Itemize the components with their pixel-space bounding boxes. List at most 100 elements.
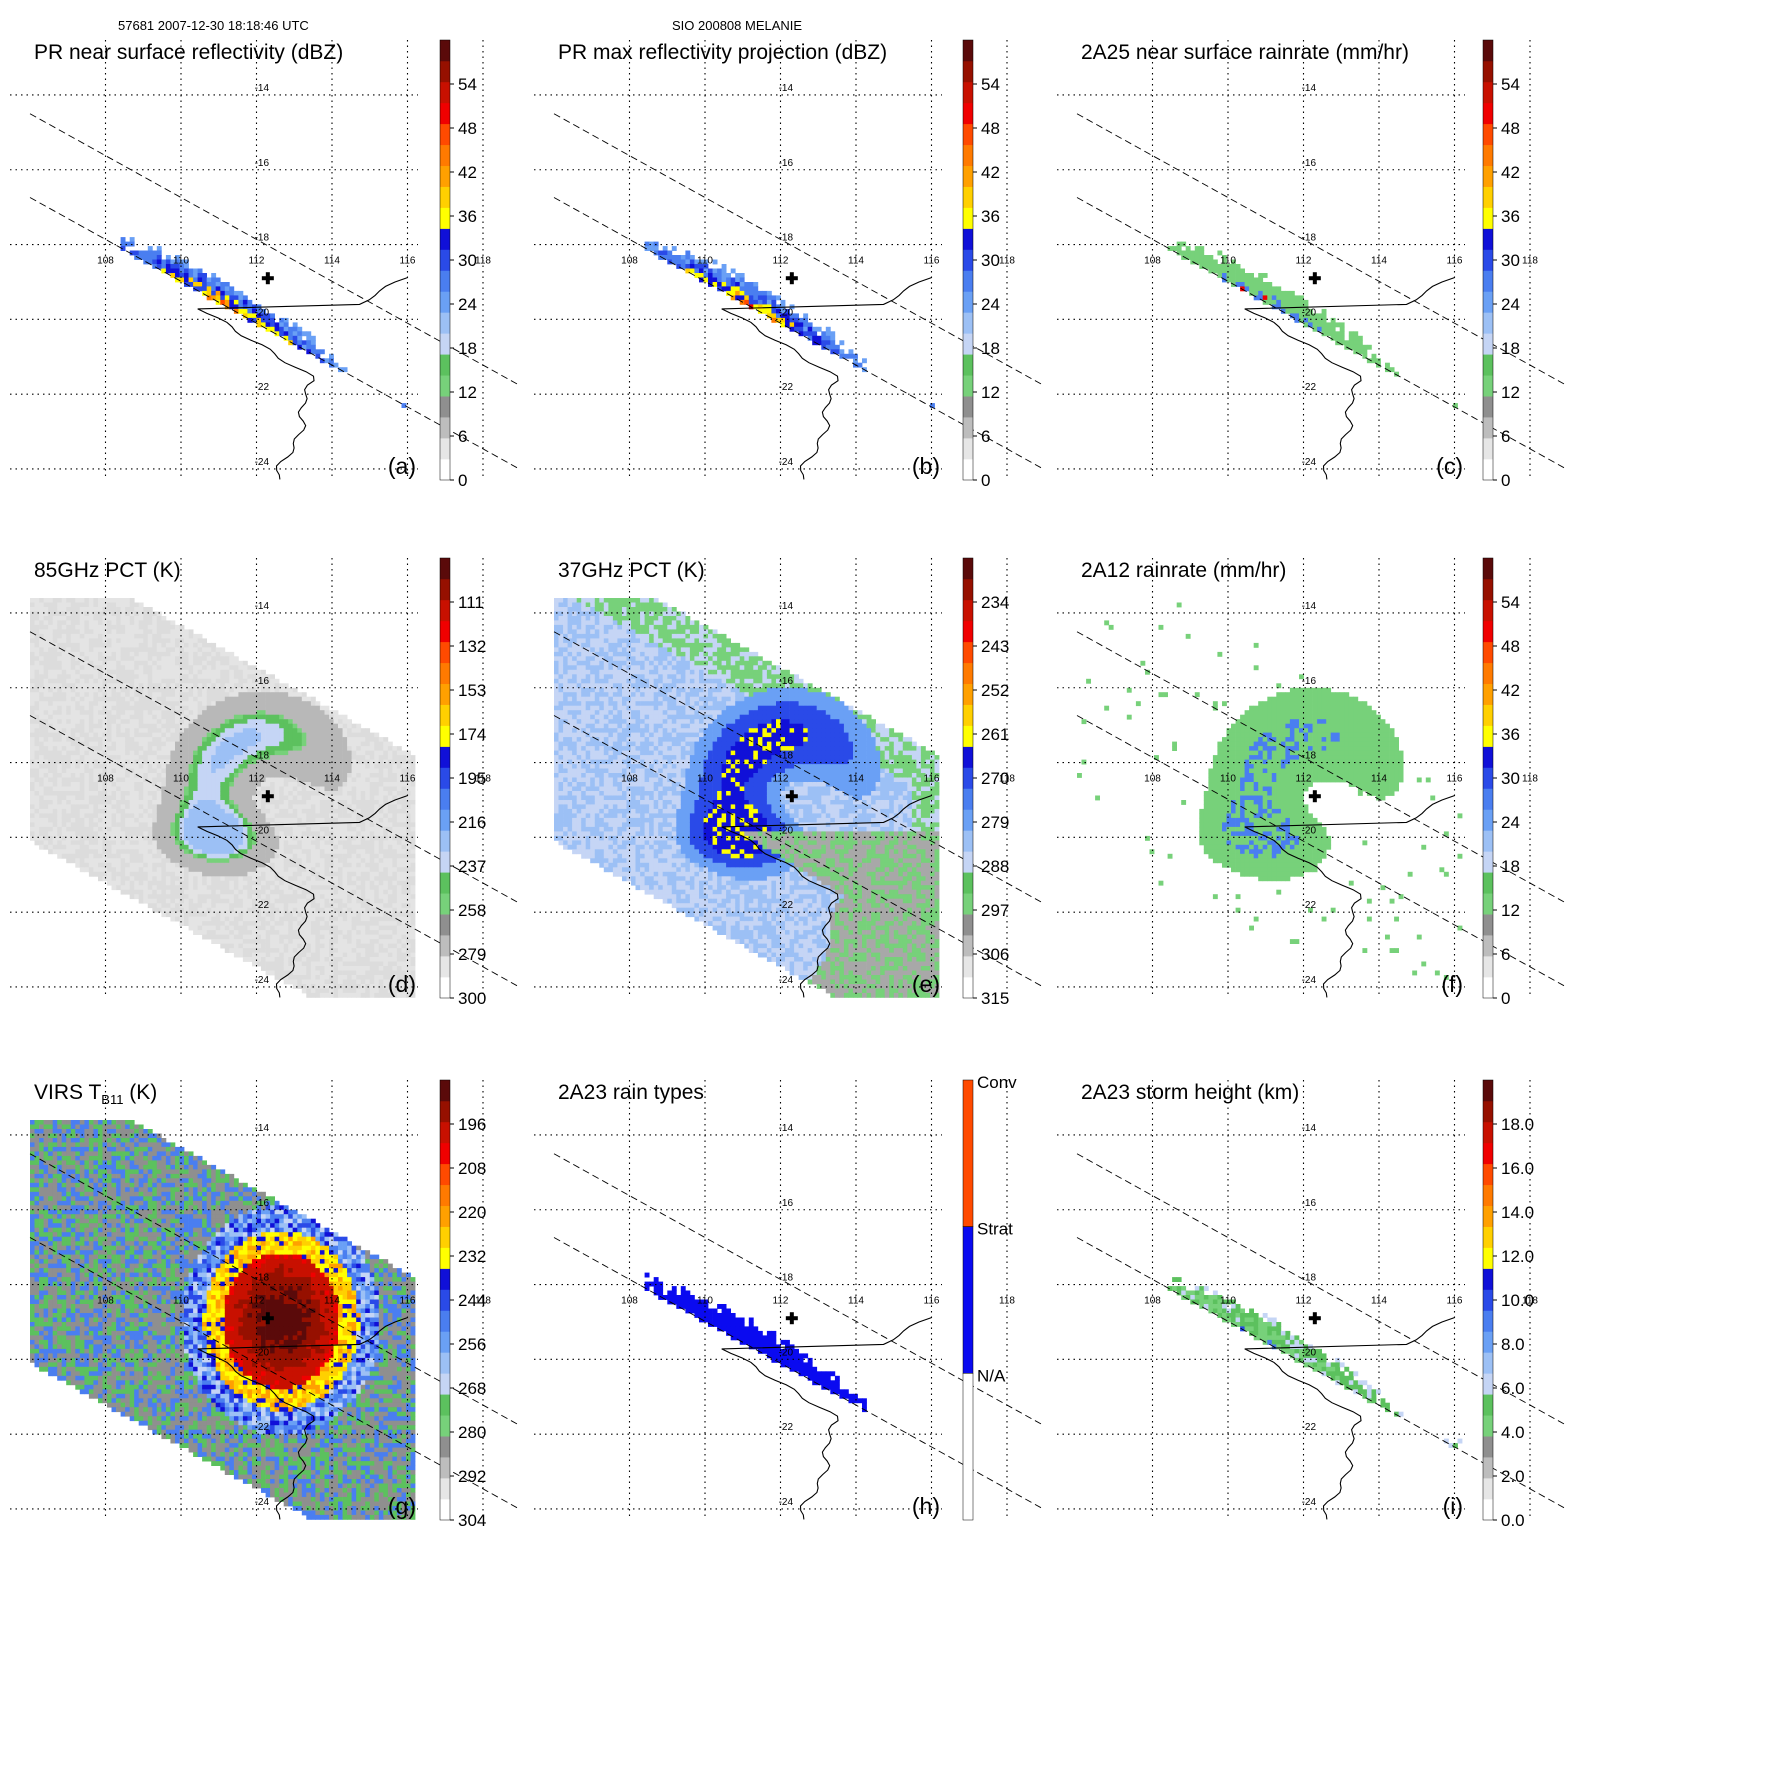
colorbar-segment — [1483, 1352, 1493, 1374]
colorbar-tick-label: 2.0 — [1501, 1467, 1525, 1486]
lon-tick-label: 118 — [999, 1295, 1015, 1306]
colorbar-tick-label: 304 — [458, 1511, 486, 1530]
colorbar-segment — [440, 956, 450, 978]
lon-tick-label: 114 — [1371, 773, 1387, 784]
colorbar-segment — [963, 228, 973, 250]
lat-tick-label: -24 — [1302, 1497, 1317, 1508]
colorbar-segment — [1483, 1499, 1493, 1521]
colorbar-segment — [963, 893, 973, 915]
colorbar-segment — [1483, 249, 1493, 271]
lat-tick-label: -18 — [255, 751, 270, 762]
orbit-time-label: 57681 2007-12-30 18:18:46 UTC — [118, 18, 309, 33]
colorbar-tick-label: 220 — [458, 1203, 486, 1222]
lat-tick-label: -22 — [779, 1422, 794, 1433]
colorbar-tick-label: 42 — [458, 163, 477, 182]
storm-center-marker — [261, 272, 274, 285]
coastline — [197, 1316, 408, 1520]
lon-tick-label: 116 — [1447, 773, 1463, 784]
colorbar-tick-label: 18 — [458, 339, 477, 358]
lon-tick-label: 116 — [924, 773, 940, 784]
colorbar-tick-label: 12 — [1501, 901, 1520, 920]
lon-tick-label: 114 — [324, 1295, 340, 1306]
lon-tick-label: 114 — [848, 1295, 864, 1306]
colorbar-f: 54 48 42 36 30 24 18 12 6 0 — [1482, 557, 1520, 1008]
colorbar-segment — [963, 662, 973, 685]
colorbar-tick-label: 252 — [981, 681, 1009, 700]
colorbar-tick-label: 6 — [981, 427, 990, 446]
colorbar-segment — [1483, 641, 1493, 664]
colorbar-segment — [440, 935, 450, 957]
colorbar-segment — [963, 641, 973, 664]
colorbar-segment — [1483, 1436, 1493, 1458]
colorbar-segment — [1483, 186, 1493, 208]
lon-tick-label: 108 — [97, 773, 114, 784]
colorbar-segment — [1483, 291, 1493, 313]
panel-title-c: 2A25 near surface rainrate (mm/hr) — [1081, 41, 1409, 64]
colorbar-tick-label: 42 — [1501, 681, 1520, 700]
colorbar-segment — [1483, 893, 1493, 915]
lon-tick-label: 108 — [97, 255, 114, 266]
colorbar-segment — [440, 704, 450, 726]
colorbar-tick-label: 18 — [981, 339, 1000, 358]
colorbar-segment — [1483, 228, 1493, 250]
panel-g: -14 -16 -18 -20 -22 -24 108 110 112 114 116 118 VIRS… — [10, 1080, 518, 1520]
colorbar-segment — [963, 375, 973, 397]
colorbar-segment — [440, 641, 450, 664]
colorbar-segment — [963, 620, 973, 643]
lon-tick-label: 112 — [249, 255, 265, 266]
colorbar-segment — [440, 746, 450, 768]
lat-tick-label: -14 — [255, 83, 270, 94]
lat-tick-label: -24 — [779, 1497, 794, 1508]
colorbar-tick-label: 244 — [458, 1291, 486, 1310]
colorbar-tick-label: 280 — [458, 1423, 486, 1442]
colorbar-segment — [440, 312, 450, 334]
lat-tick-label: -14 — [1302, 83, 1317, 94]
colorbar-segment — [1483, 1478, 1493, 1500]
colorbar-segment — [1483, 809, 1493, 831]
colorbar-segment — [963, 599, 973, 622]
colorbar-tick-label: 315 — [981, 989, 1009, 1008]
coastline — [197, 794, 408, 998]
colorbar-segment — [1483, 746, 1493, 768]
coastline — [1244, 1316, 1455, 1520]
colorbar-segment — [1483, 558, 1493, 580]
panel-c: -14 -16 -18 -20 -22 -24 108 110 112 114 116 118 2A25… — [1057, 40, 1565, 480]
colorbar-segment — [440, 228, 450, 250]
coastline — [1244, 276, 1455, 480]
colorbar-segment — [1483, 683, 1493, 705]
lat-tick-label: -16 — [779, 1198, 794, 1209]
colorbar-segment — [963, 956, 973, 978]
colorbar-segment — [440, 1310, 450, 1332]
panel-d: -14 -16 -18 -20 -22 -24 108 110 112 114 116 118 85GH… — [10, 558, 518, 998]
lat-tick-label: -16 — [1302, 676, 1317, 687]
lat-tick-label: -14 — [255, 1123, 270, 1134]
colorbar-segment — [440, 333, 450, 355]
colorbar-segment — [1483, 914, 1493, 936]
lat-tick-label: -14 — [779, 601, 794, 612]
colorbar-tick-label: 48 — [1501, 119, 1520, 138]
pr-swath-edge-south — [29, 113, 518, 385]
lon-tick-label: 116 — [1447, 255, 1463, 266]
colorbar-segment — [1483, 872, 1493, 894]
colorbar-segment — [963, 81, 973, 104]
lon-tick-label: 118 — [475, 255, 491, 266]
colorbar-tick-label: 54 — [1501, 593, 1520, 612]
colorbar-tick-label: 292 — [458, 1467, 486, 1486]
colorbar-segment — [440, 396, 450, 418]
colorbar-segment — [1483, 1247, 1493, 1269]
colorbar-segment — [440, 1184, 450, 1207]
colorbar-segment — [963, 788, 973, 810]
lat-tick-label: -22 — [1302, 1422, 1317, 1433]
colorbar-tick-label: 18 — [1501, 339, 1520, 358]
lat-tick-label: -16 — [1302, 1198, 1317, 1209]
pr-swath-edge-south — [553, 1153, 1042, 1425]
lon-tick-label: 112 — [773, 1295, 789, 1306]
colorbar-segment — [440, 620, 450, 643]
colorbar-tick-label: 258 — [458, 901, 486, 920]
panel-label-a: (a) — [388, 453, 416, 479]
colorbar-segment — [440, 123, 450, 146]
panel-label-b: (b) — [912, 453, 940, 479]
colorbar-tick-label: 6 — [1501, 945, 1510, 964]
colorbar-tick-label: 36 — [1501, 725, 1520, 744]
colorbar-segment — [1483, 788, 1493, 810]
